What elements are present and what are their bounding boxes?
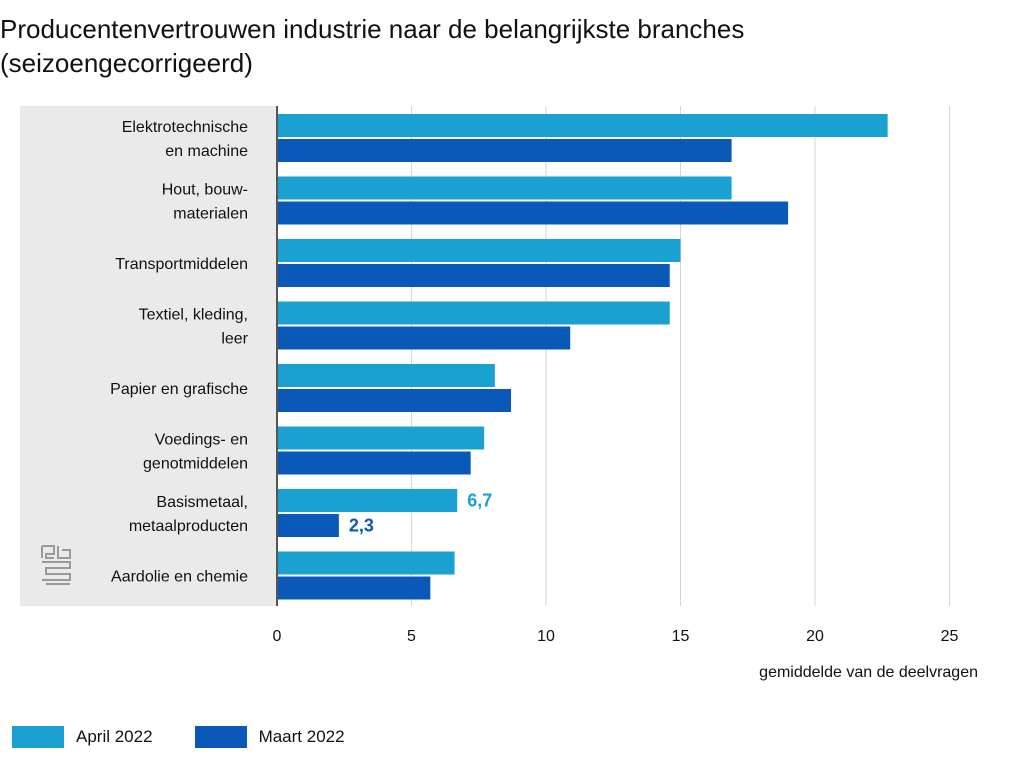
- category-label-line: Voedings- en: [155, 432, 248, 449]
- x-tick-label: 10: [537, 628, 555, 645]
- category-label: Elektrotechnische en machine: [122, 119, 248, 160]
- bar-april-5: [277, 426, 485, 450]
- category-label: Papier en grafische: [110, 381, 248, 398]
- bar-maart-6: [277, 514, 339, 537]
- category-label-line: Textiel, kleding,: [139, 307, 248, 324]
- bar-april-2: [277, 239, 681, 262]
- legend-swatch-april-2022: [12, 726, 64, 748]
- bar-maart-4: [277, 389, 512, 412]
- legend-swatch-maart-2022: [194, 726, 247, 748]
- bar-maart-0: [277, 139, 732, 162]
- bar-april-4: [277, 364, 495, 387]
- category-label-line: Hout, bouw-: [162, 182, 248, 199]
- category-label-line: Basismetaal,: [156, 494, 248, 511]
- category-panel-background: [20, 106, 276, 606]
- x-tick-labels: 0 5 10 15 20 25: [273, 628, 959, 645]
- category-label-line: Elektrotechnische: [122, 119, 248, 136]
- data-label: 6,7: [467, 491, 492, 511]
- cbs-logo-icon: [41, 545, 71, 585]
- bars: 6,7 2,3: [277, 114, 888, 600]
- category-label-line: Transportmiddelen: [115, 256, 248, 273]
- category-label-line: metaalproducten: [129, 518, 248, 535]
- category-label: Aardolie en chemie: [111, 569, 248, 586]
- x-tick-label: 0: [273, 628, 282, 645]
- bar-maart-7: [277, 576, 431, 600]
- category-label-line: materialen: [173, 206, 248, 223]
- category-label-line: Aardolie en chemie: [111, 569, 248, 586]
- category-label: Textiel, kleding, leer: [139, 307, 249, 348]
- x-axis-title: gemiddelde van de deelvragen: [759, 664, 978, 681]
- chart-title: Producentenvertrouwen industrie naar de …: [0, 14, 745, 78]
- x-tick-label: 25: [941, 628, 959, 645]
- bar-april-1: [277, 176, 732, 200]
- x-tick-label: 15: [672, 628, 690, 645]
- category-label: Transportmiddelen: [115, 256, 248, 273]
- legend-label-maart-2022: Maart 2022: [258, 727, 345, 746]
- category-label-line: genotmiddelen: [143, 456, 248, 473]
- category-label: Voedings- en genotmiddelen: [143, 432, 248, 473]
- x-tick-label: 5: [407, 628, 416, 645]
- legend: April 2022 Maart 2022: [12, 722, 387, 752]
- category-label-line: Papier en grafische: [110, 381, 248, 398]
- bar-april-3: [277, 301, 670, 325]
- x-tick-label: 20: [806, 628, 824, 645]
- bar-april-6: [277, 489, 458, 512]
- bar-maart-1: [277, 201, 789, 225]
- legend-item-maart-2022: Maart 2022: [194, 726, 345, 748]
- category-label-line: en machine: [165, 143, 248, 160]
- bar-april-7: [277, 551, 455, 575]
- data-label: 2,3: [349, 516, 374, 536]
- legend-label-april-2022: April 2022: [76, 727, 153, 746]
- category-label-line: leer: [221, 331, 248, 348]
- category-label: Basismetaal, metaalproducten: [129, 494, 248, 535]
- bar-maart-3: [277, 326, 571, 350]
- bar-april-0: [277, 114, 888, 137]
- category-labels: Elektrotechnische en machine Hout, bouw-ma…: [110, 119, 249, 586]
- category-label: Hout, bouw-materialen: [162, 182, 248, 223]
- legend-item-april-2022: April 2022: [12, 726, 153, 748]
- bar-maart-5: [277, 451, 471, 475]
- bar-maart-2: [277, 264, 670, 287]
